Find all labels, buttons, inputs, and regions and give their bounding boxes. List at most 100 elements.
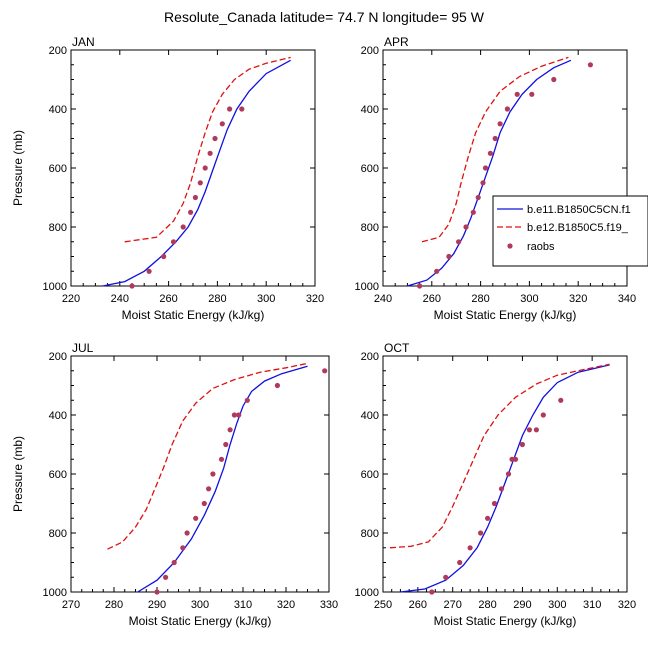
raobs-point: [533, 427, 540, 433]
legend-label-3: raobs: [527, 241, 555, 253]
raobs-point: [219, 121, 225, 127]
panel-label: APR: [384, 35, 409, 49]
raobs-point: [244, 397, 250, 403]
raobs-point: [443, 574, 449, 580]
series-line-1: [102, 59, 291, 287]
x-tick-label: 320: [618, 599, 636, 611]
x-tick-label: 320: [306, 293, 324, 305]
x-tick-label: 260: [423, 293, 441, 305]
y-tick-label: 400: [49, 104, 67, 116]
y-tick-label: 200: [49, 351, 67, 363]
raobs-point: [551, 76, 557, 83]
y-axis-label: Pressure (mb): [11, 436, 25, 512]
panel-oct: OCT 250 260 270 280 290 300 310 320 200 400 600 800 1…: [355, 341, 637, 628]
series-line-2: [124, 56, 291, 243]
legend-label-2: b.e12.B1850C5.f19_: [527, 222, 629, 234]
legend-box: [492, 195, 648, 267]
y-tick-label: 200: [49, 45, 67, 57]
raobs-point: [170, 239, 177, 245]
raobs-point: [417, 283, 423, 289]
x-tick-label: 280: [478, 599, 496, 611]
raobs-point: [227, 106, 233, 112]
raobs-point: [540, 412, 546, 418]
y-tick-label: 600: [49, 469, 67, 481]
plot-frame: [70, 49, 316, 287]
x-tick-label: 220: [62, 293, 80, 305]
y-tick-label: 800: [49, 222, 67, 234]
x-tick-label: 300: [257, 293, 275, 305]
x-tick-label: 260: [409, 599, 427, 611]
x-axis-label: Moist Static Energy (kJ/kg): [122, 308, 265, 322]
y-tick-label: 600: [361, 163, 379, 175]
x-tick-label: 300: [520, 293, 538, 305]
series-line-1: [137, 365, 308, 593]
y-tick-label: 1000: [355, 281, 379, 293]
raobs-point: [180, 224, 186, 230]
x-tick-label: 240: [374, 293, 392, 305]
x-axis-label: Moist Static Energy (kJ/kg): [434, 614, 577, 628]
y-tick-label: 400: [361, 104, 379, 116]
y-axis-label: Pressure (mb): [11, 130, 25, 206]
raobs-point: [207, 150, 213, 156]
y-tick-label: 600: [49, 163, 67, 175]
raobs-point: [171, 559, 177, 566]
figure-title: Resolute_Canada latitude= 74.7 N longitu…: [164, 9, 485, 25]
raobs-point: [227, 427, 233, 433]
raobs-point: [188, 209, 194, 215]
raobs-point: [587, 62, 594, 68]
raobs-point: [498, 486, 505, 492]
y-tick-label: 200: [361, 45, 379, 57]
raobs-point: [210, 471, 216, 477]
raobs-point: [192, 194, 198, 201]
x-tick-label: 320: [569, 293, 587, 305]
raobs-point: [161, 253, 167, 260]
raobs-point: [429, 589, 435, 595]
raobs-point: [154, 589, 160, 595]
y-tick-label: 600: [361, 469, 379, 481]
raobs-point: [202, 165, 208, 171]
y-tick-label: 1000: [43, 281, 67, 293]
x-tick-label: 290: [148, 599, 166, 611]
x-tick-label: 280: [471, 293, 489, 305]
raobs-point: [201, 500, 207, 507]
raobs-point: [193, 515, 199, 521]
x-tick-label: 260: [159, 293, 177, 305]
y-tick-label: 800: [361, 222, 379, 234]
x-tick-label: 270: [444, 599, 462, 611]
legend: b.e11.B1850C5CN.f1 b.e12.B1850C5.f19_raob…: [492, 195, 648, 267]
raobs-point: [558, 397, 564, 403]
panel-apr: APR 240 260 280 300 320 340 200 400 600 800 1000 Moi…: [355, 35, 637, 322]
raobs-point: [485, 515, 491, 521]
raobs-point: [163, 574, 169, 580]
raobs-point: [446, 253, 452, 260]
legend-label-1: b.e11.B1850C5CN.f1: [527, 204, 631, 216]
plot-frame: [70, 355, 330, 593]
series-line-2: [389, 363, 610, 549]
raobs-point: [482, 165, 489, 171]
x-tick-label: 290: [513, 599, 531, 611]
x-axis-label: Moist Static Energy (kJ/kg): [129, 614, 272, 628]
raobs-point: [505, 471, 512, 477]
raobs-point: [236, 412, 242, 418]
panel-label: JAN: [72, 35, 95, 49]
raobs-point: [456, 239, 462, 245]
x-tick-label: 330: [320, 599, 338, 611]
x-tick-label: 280: [105, 599, 123, 611]
raobs-point: [223, 441, 229, 448]
raobs-point: [146, 268, 152, 274]
x-axis-label: Moist Static Energy (kJ/kg): [434, 308, 577, 322]
plot-frame: [382, 355, 628, 593]
x-tick-label: 300: [548, 599, 566, 611]
raobs-point: [212, 135, 218, 142]
raobs-point: [504, 106, 510, 112]
raobs-point: [129, 283, 135, 289]
panel-label: OCT: [384, 341, 410, 355]
raobs-point: [478, 530, 484, 536]
y-tick-label: 400: [49, 410, 67, 422]
x-tick-label: 280: [208, 293, 226, 305]
raobs-point: [322, 368, 328, 374]
raobs-point: [457, 559, 463, 566]
raobs-point: [492, 135, 498, 142]
panel-label: JUL: [72, 341, 94, 355]
